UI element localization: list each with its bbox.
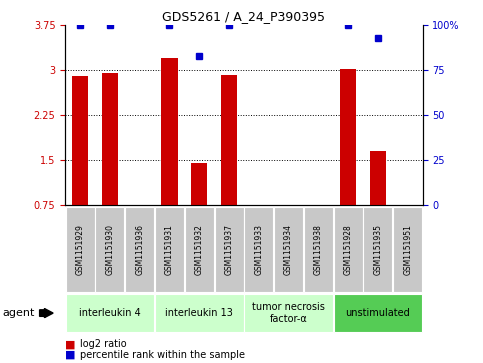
- Text: tumor necrosis
factor-α: tumor necrosis factor-α: [252, 302, 325, 324]
- Text: GSM1151936: GSM1151936: [135, 224, 144, 275]
- Text: GSM1151935: GSM1151935: [373, 224, 383, 275]
- Bar: [191, 163, 207, 205]
- Text: agent: agent: [2, 308, 35, 318]
- Text: GSM1151938: GSM1151938: [314, 224, 323, 275]
- Text: GSM1151929: GSM1151929: [76, 224, 85, 275]
- Text: GSM1151933: GSM1151933: [255, 224, 263, 275]
- Text: GSM1151931: GSM1151931: [165, 224, 174, 275]
- Bar: [221, 74, 237, 205]
- Bar: [161, 58, 178, 205]
- Bar: [102, 73, 118, 205]
- Text: log2 ratio: log2 ratio: [80, 339, 127, 349]
- Text: percentile rank within the sample: percentile rank within the sample: [80, 350, 245, 360]
- Text: ■: ■: [65, 350, 76, 360]
- Text: GSM1151928: GSM1151928: [344, 224, 353, 275]
- Text: GSM1151932: GSM1151932: [195, 224, 204, 275]
- Text: unstimulated: unstimulated: [345, 308, 411, 318]
- Title: GDS5261 / A_24_P390395: GDS5261 / A_24_P390395: [162, 10, 326, 23]
- Bar: [370, 151, 386, 205]
- Text: interleukin 13: interleukin 13: [165, 308, 233, 318]
- Bar: [72, 76, 88, 205]
- Text: interleukin 4: interleukin 4: [79, 308, 141, 318]
- Text: GSM1151951: GSM1151951: [403, 224, 412, 275]
- Text: ■: ■: [65, 339, 76, 349]
- Text: GSM1151934: GSM1151934: [284, 224, 293, 275]
- Text: GSM1151930: GSM1151930: [105, 224, 114, 275]
- Text: GSM1151937: GSM1151937: [225, 224, 233, 275]
- Bar: [340, 69, 356, 205]
